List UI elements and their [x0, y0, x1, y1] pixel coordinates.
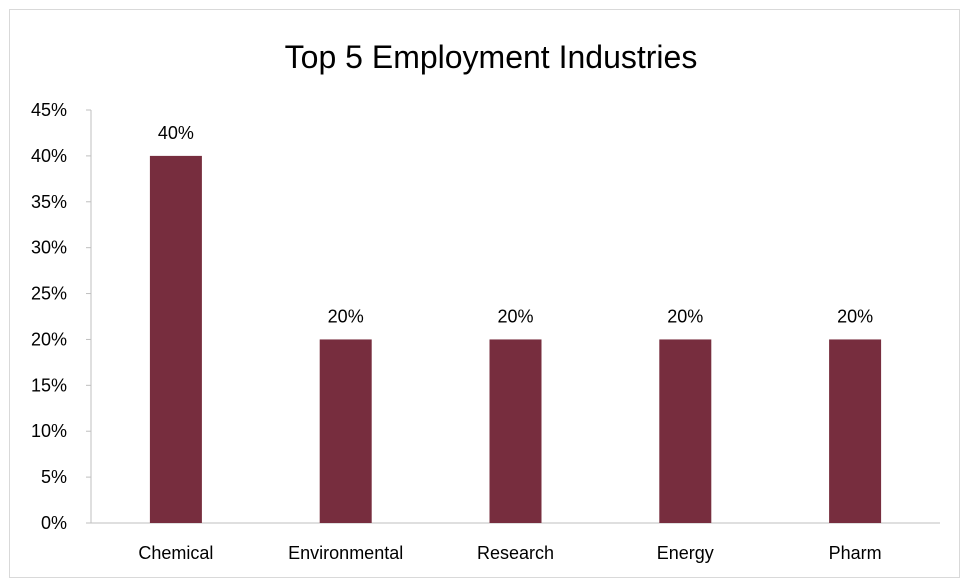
- y-tick-label: 25%: [31, 284, 67, 304]
- y-tick-label: 5%: [41, 467, 67, 487]
- bars: [149, 155, 882, 523]
- category-label: Research: [477, 543, 554, 563]
- bar-chemical: [149, 155, 202, 523]
- y-tick-label: 20%: [31, 329, 67, 349]
- category-label: Energy: [657, 543, 714, 563]
- bar-chart: Top 5 Employment Industries 0% 5% 10% 15% 20…: [31, 39, 940, 563]
- y-tick-label: 30%: [31, 238, 67, 258]
- chart-frame: Top 5 Employment Industries 0% 5% 10% 15% 20…: [9, 9, 960, 578]
- y-tick-label: 40%: [31, 146, 67, 166]
- x-axis: Chemical Environmental Research Energy Pharm: [91, 522, 940, 563]
- data-label: 20%: [837, 306, 873, 326]
- bar-energy: [659, 339, 712, 523]
- y-tick-label: 35%: [31, 192, 67, 212]
- data-labels: 40% 20% 20% 20% 20%: [158, 123, 873, 327]
- category-label: Chemical: [138, 543, 213, 563]
- bar-environmental: [319, 339, 372, 523]
- data-label: 20%: [328, 306, 364, 326]
- bar-pharm: [829, 339, 882, 523]
- data-label: 20%: [667, 306, 703, 326]
- y-tick-label: 45%: [31, 100, 67, 120]
- data-label: 40%: [158, 123, 194, 143]
- category-label: Pharm: [829, 543, 882, 563]
- y-tick-label: 15%: [31, 375, 67, 395]
- y-axis: 0% 5% 10% 15% 20% 25% 30% 35% 40% 45%: [31, 100, 92, 533]
- chart-title: Top 5 Employment Industries: [285, 39, 698, 75]
- category-label: Environmental: [288, 543, 403, 563]
- bar-research: [489, 339, 542, 523]
- y-tick-label: 0%: [41, 513, 67, 533]
- data-label: 20%: [497, 306, 533, 326]
- y-tick-label: 10%: [31, 421, 67, 441]
